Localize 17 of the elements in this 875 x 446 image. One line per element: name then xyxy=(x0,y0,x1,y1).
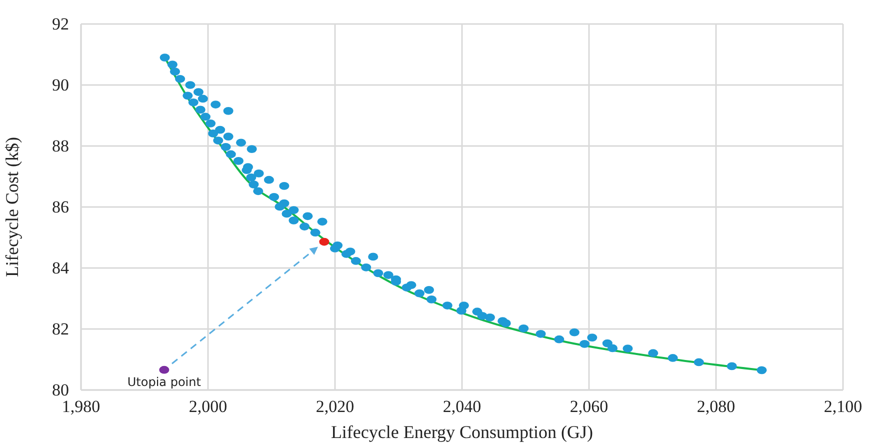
annotation: Utopia point xyxy=(127,374,202,389)
x-tick-label: 2,000 xyxy=(188,397,228,416)
y-tick-label: 82 xyxy=(52,319,69,338)
x-tick-label: 2,020 xyxy=(316,397,354,416)
x-tick-label: 2,040 xyxy=(442,397,482,416)
y-tick-label: 84 xyxy=(52,258,70,278)
y-tick-label: 90 xyxy=(52,75,69,94)
y-tick-label: 86 xyxy=(52,197,69,216)
y-axis-title: Lifecycle Cost (k$) xyxy=(2,137,22,277)
y-tick-label: 80 xyxy=(52,380,69,400)
x-axis-title: Lifecycle Energy Consumption (GJ) xyxy=(330,422,594,442)
x-tick-label: 2,080 xyxy=(696,397,736,416)
y-tick-label: 92 xyxy=(52,14,69,34)
y-tick-label: 88 xyxy=(52,136,69,156)
x-tick-label: 2,060 xyxy=(570,397,608,416)
x-tick-label: 1,980 xyxy=(62,397,100,416)
x-tick-label: 2,100 xyxy=(824,397,862,416)
